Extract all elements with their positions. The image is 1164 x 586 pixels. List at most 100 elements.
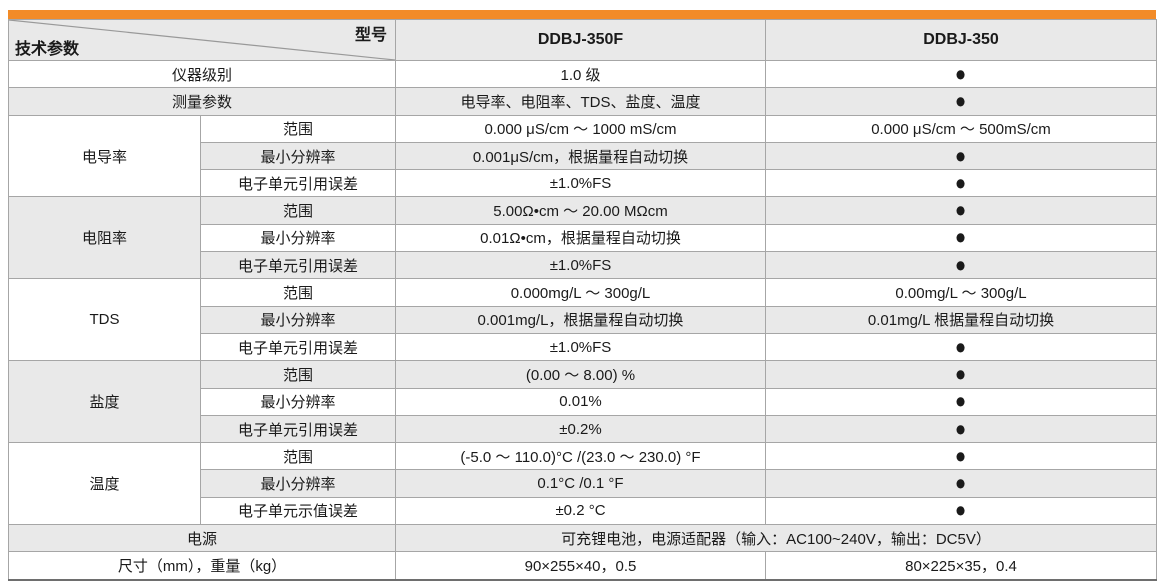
value-cell: 0.01mg/L 根据量程自动切换	[765, 305, 1157, 334]
dot-indicator: ●	[765, 469, 1157, 498]
dot-glyph: ●	[955, 198, 967, 223]
table-row: 温度 范围 (-5.0 ～ 110.0)°C /(23.0 ～ 230.0) °F ●	[8, 442, 1157, 526]
table-row: 测量参数 电导率、电阻率、TDS、盐度、温度 ●	[8, 87, 1157, 116]
table-row: 最小分辨率 0.1°C /0.1 °F ●	[9, 469, 1157, 498]
value-cell: ±1.0%FS	[395, 251, 766, 280]
table-row: 电子单元示值误差 ±0.2 °C ●	[9, 496, 1157, 526]
table-row: 最小分辨率 0.001mg/L，根据量程自动切换 0.01mg/L 根据量程自动切换	[9, 305, 1157, 334]
value-cell: 0.000 μS/cm ～ 500mS/cm	[765, 114, 1157, 143]
dot-glyph: ●	[955, 171, 967, 196]
dot-indicator: ●	[765, 414, 1157, 444]
value-cell: 0.000mg/L ～ 300g/L	[395, 278, 766, 307]
group-cell: 电导率	[8, 114, 201, 198]
corner-label-model: 型号	[354, 27, 387, 44]
table-row: 仪器级别 1.0 级 ●	[8, 59, 1157, 89]
table-row: 电阻率 范围 5.00Ω•cm ～ 20.00 MΩcm ●	[8, 196, 1157, 280]
value-cell: ±1.0%FS	[395, 332, 766, 362]
dot-glyph: ●	[955, 89, 967, 114]
value-cell: 5.00Ω•cm ～ 20.00 MΩcm	[395, 196, 766, 225]
dot-glyph: ●	[955, 471, 967, 496]
corner-label-tech-params: 技术参数	[15, 41, 80, 58]
table-row: 电子单元引用误差 ±1.0%FS ●	[9, 169, 1157, 198]
value-cell: 范围	[200, 114, 396, 143]
dot-glyph: ●	[955, 416, 967, 442]
value-cell: 0.01Ω•cm，根据量程自动切换	[395, 223, 766, 253]
dot-glyph: ●	[955, 61, 967, 87]
param-label-cell: 电子单元示值误差	[200, 496, 396, 526]
group-cell: 电阻率	[8, 196, 201, 280]
dot-indicator: ●	[765, 59, 1157, 89]
table-row: 最小分辨率 0.01% ●	[9, 387, 1157, 416]
value-cell: 范围	[200, 196, 396, 225]
group-cell: TDS	[8, 278, 201, 362]
dot-glyph: ●	[955, 334, 967, 360]
param-label-cell: 最小分辨率	[200, 387, 396, 416]
dot-glyph: ●	[955, 225, 967, 251]
value-cell: 电导率、电阻率、TDS、盐度、温度	[395, 87, 766, 116]
table-row: TDS 范围 0.000mg/L ～ 300g/L 0.00mg/L ～ 300g/L	[8, 278, 1157, 362]
dot-glyph: ●	[955, 498, 967, 524]
dot-indicator: ●	[765, 87, 1157, 116]
dot-glyph: ●	[955, 443, 967, 469]
value-cell: ±0.2%	[395, 414, 766, 444]
diagonal-divider	[9, 20, 395, 60]
dot-glyph: ●	[955, 252, 967, 278]
dot-indicator: ●	[765, 496, 1157, 526]
dot-indicator: ●	[765, 251, 1157, 280]
value-cell: 0.000 μS/cm ～ 1000 mS/cm	[395, 114, 766, 143]
param-label-cell: 电源	[8, 524, 396, 553]
value-cell: (-5.0 ～ 110.0)°C /(23.0 ～ 230.0) °F	[395, 442, 766, 471]
dot-indicator: ●	[765, 196, 1157, 225]
value-cell: 0.01%	[395, 387, 766, 416]
value-cell: 范围	[200, 278, 396, 307]
param-label-cell: 最小分辨率	[200, 469, 396, 498]
corner-cell: 型号 技术参数	[8, 19, 396, 61]
param-label-cell: 最小分辨率	[200, 141, 396, 171]
value-cell: 范围	[200, 360, 396, 389]
param-label-cell: 电子单元引用误差	[200, 414, 396, 444]
value-cell: 0.00mg/L ～ 300g/L	[765, 278, 1157, 307]
table-row: 电子单元引用误差 ±1.0%FS ●	[9, 332, 1157, 362]
accent-bar	[8, 10, 1156, 19]
param-label-cell: 仪器级别	[8, 59, 396, 89]
value-cell: ±1.0%FS	[395, 169, 766, 198]
table-row: 尺寸（mm），重量（kg） 90×255×40，0.5 80×225×35，0.4	[8, 551, 1157, 581]
table-row: 盐度 范围 (0.00 ～ 8.00) % ●	[8, 360, 1157, 444]
value-cell: ±0.2 °C	[395, 496, 766, 526]
dot-indicator: ●	[765, 141, 1157, 171]
value-cell: 0.001mg/L，根据量程自动切换	[395, 305, 766, 334]
dot-indicator: ●	[765, 360, 1157, 389]
group-cell: 盐度	[8, 360, 201, 444]
param-label-cell: 电子单元引用误差	[200, 332, 396, 362]
column-header-ddbj-350f: DDBJ-350F	[395, 19, 766, 61]
param-label-cell: 电子单元引用误差	[200, 251, 396, 280]
value-cell: 范围	[200, 442, 396, 471]
table-row: 电导率 范围 0.000 μS/cm ～ 1000 mS/cm 0.000 μS/cm…	[8, 114, 1157, 198]
dot-indicator: ●	[765, 169, 1157, 198]
group-cell: 温度	[8, 442, 201, 526]
dot-indicator: ●	[765, 387, 1157, 416]
value-cell: 0.1°C /0.1 °F	[395, 469, 766, 498]
value-cell: 1.0 级	[395, 59, 766, 89]
dot-indicator: ●	[765, 332, 1157, 362]
value-cell: 80×225×35，0.4	[765, 551, 1157, 581]
param-label-cell: 最小分辨率	[200, 223, 396, 253]
dot-glyph: ●	[955, 389, 967, 415]
header-row: 型号 技术参数 DDBJ-350F DDBJ-350	[8, 19, 1157, 61]
param-label-cell: 电子单元引用误差	[200, 169, 396, 198]
table-row: 电子单元引用误差 ±1.0%FS ●	[9, 251, 1157, 280]
table-row: 电源 可充锂电池，电源适配器（输入：AC100~240V，输出：DC5V）	[8, 524, 1157, 553]
value-cell: (0.00 ～ 8.00) %	[395, 360, 766, 389]
value-cell: 可充锂电池，电源适配器（输入：AC100~240V，输出：DC5V）	[395, 524, 1157, 553]
value-cell: 90×255×40，0.5	[395, 551, 766, 581]
dot-indicator: ●	[765, 223, 1157, 253]
dot-glyph: ●	[955, 362, 967, 387]
dot-glyph: ●	[955, 143, 967, 169]
table-row: 最小分辨率 0.01Ω•cm，根据量程自动切换 ●	[9, 223, 1157, 253]
dot-indicator: ●	[765, 442, 1157, 471]
param-label-cell: 尺寸（mm），重量（kg）	[8, 551, 396, 581]
param-label-cell: 测量参数	[8, 87, 396, 116]
table-row: 电子单元引用误差 ±0.2% ●	[9, 414, 1157, 444]
column-header-ddbj-350: DDBJ-350	[765, 19, 1157, 61]
